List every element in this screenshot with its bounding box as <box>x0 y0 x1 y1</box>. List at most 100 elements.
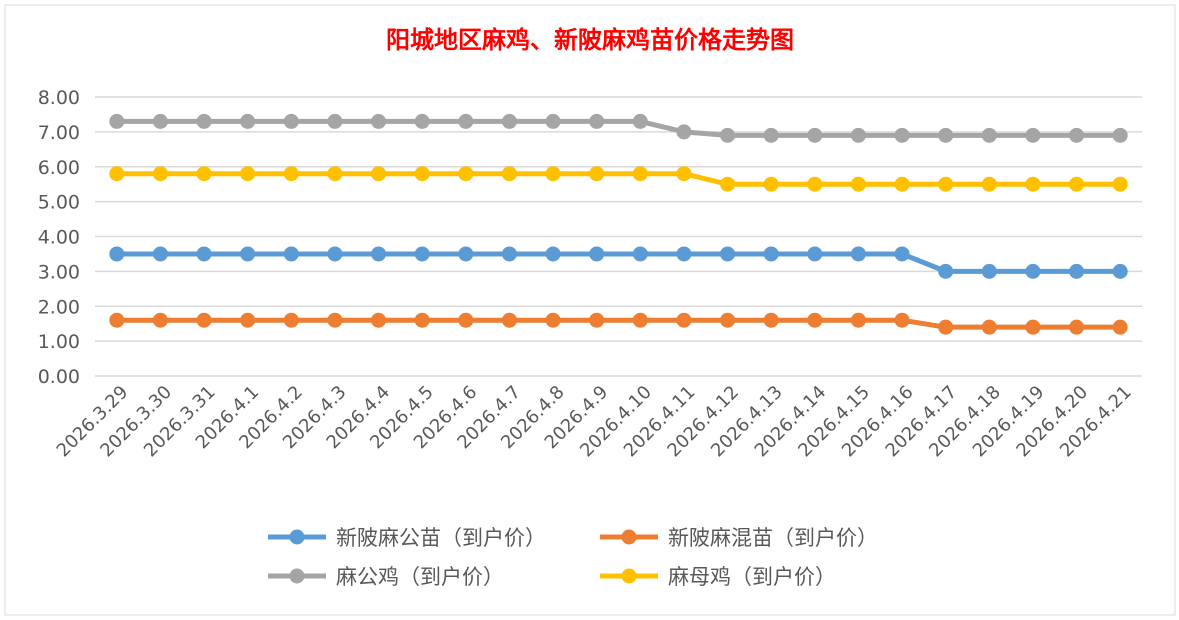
data-point <box>807 176 823 192</box>
legend-label: 新陂麻混苗（到户价） <box>668 526 878 550</box>
data-point <box>545 312 561 328</box>
data-point <box>283 246 299 262</box>
data-point <box>850 246 866 262</box>
data-point <box>414 312 430 328</box>
data-point <box>981 319 997 335</box>
data-point <box>676 124 692 140</box>
data-point <box>1112 263 1128 279</box>
data-point <box>283 312 299 328</box>
chart-title: 阳城地区麻鸡、新陂麻鸡苗价格走势图 <box>386 25 794 54</box>
data-point <box>371 113 387 129</box>
data-point <box>589 113 605 129</box>
data-point <box>1112 319 1128 335</box>
series-1 <box>109 312 1128 335</box>
data-point <box>894 246 910 262</box>
data-point <box>327 113 343 129</box>
data-point <box>938 127 954 143</box>
data-point <box>850 176 866 192</box>
data-point <box>501 113 517 129</box>
data-point <box>1069 176 1085 192</box>
data-point <box>894 127 910 143</box>
data-point <box>196 113 212 129</box>
data-point <box>938 319 954 335</box>
data-point <box>458 246 474 262</box>
data-point <box>1112 127 1128 143</box>
legend-item: 麻母鸡（到户价） <box>600 565 836 589</box>
data-point <box>632 246 648 262</box>
y-tick-label: 4.00 <box>38 227 80 249</box>
data-point <box>938 263 954 279</box>
data-point <box>894 312 910 328</box>
data-point <box>894 176 910 192</box>
data-point <box>545 113 561 129</box>
data-point <box>763 127 779 143</box>
data-point <box>371 246 387 262</box>
legend-marker <box>621 568 637 584</box>
data-point <box>283 113 299 129</box>
data-point <box>240 312 256 328</box>
data-point <box>1025 176 1041 192</box>
data-point <box>109 312 125 328</box>
data-point <box>1069 263 1085 279</box>
data-point <box>676 312 692 328</box>
data-point <box>501 246 517 262</box>
legend-marker <box>289 529 305 545</box>
data-point <box>371 166 387 182</box>
data-point <box>1112 176 1128 192</box>
y-tick-label: 3.00 <box>38 261 80 283</box>
data-point <box>327 166 343 182</box>
data-point <box>327 246 343 262</box>
series-0 <box>109 246 1128 279</box>
legend-label: 麻母鸡（到户价） <box>668 565 836 589</box>
data-point <box>720 246 736 262</box>
data-point <box>676 246 692 262</box>
data-point <box>589 166 605 182</box>
y-tick-label: 1.00 <box>38 331 80 353</box>
y-tick-label: 8.00 <box>38 87 80 109</box>
y-tick-label: 2.00 <box>38 296 80 318</box>
legend-label: 新陂麻公苗（到户价） <box>336 526 546 550</box>
data-point <box>458 166 474 182</box>
data-point <box>632 113 648 129</box>
data-point <box>981 176 997 192</box>
data-point <box>981 127 997 143</box>
data-point <box>196 312 212 328</box>
data-point <box>240 166 256 182</box>
data-point <box>763 312 779 328</box>
data-point <box>283 166 299 182</box>
legend-item: 麻公鸡（到户价） <box>268 565 504 589</box>
data-point <box>501 312 517 328</box>
y-tick-label: 6.00 <box>38 157 80 179</box>
data-point <box>676 166 692 182</box>
data-point <box>545 246 561 262</box>
data-point <box>1069 319 1085 335</box>
data-point <box>632 312 648 328</box>
data-point <box>720 176 736 192</box>
data-point <box>1069 127 1085 143</box>
data-point <box>152 113 168 129</box>
legend-marker <box>621 529 637 545</box>
y-tick-label: 0.00 <box>38 366 80 388</box>
data-point <box>414 166 430 182</box>
data-point <box>196 246 212 262</box>
data-point <box>589 246 605 262</box>
y-tick-label: 7.00 <box>38 122 80 144</box>
data-point <box>1025 127 1041 143</box>
legend-item: 新陂麻公苗（到户价） <box>268 526 546 550</box>
data-point <box>938 176 954 192</box>
data-point <box>458 312 474 328</box>
data-point <box>720 312 736 328</box>
data-point <box>109 113 125 129</box>
data-point <box>981 263 997 279</box>
data-point <box>720 127 736 143</box>
data-point <box>807 127 823 143</box>
data-point <box>414 246 430 262</box>
data-point <box>152 246 168 262</box>
data-point <box>109 246 125 262</box>
data-point <box>1025 263 1041 279</box>
data-point <box>807 312 823 328</box>
legend-marker <box>289 568 305 584</box>
data-point <box>807 246 823 262</box>
data-point <box>414 113 430 129</box>
data-point <box>545 166 561 182</box>
